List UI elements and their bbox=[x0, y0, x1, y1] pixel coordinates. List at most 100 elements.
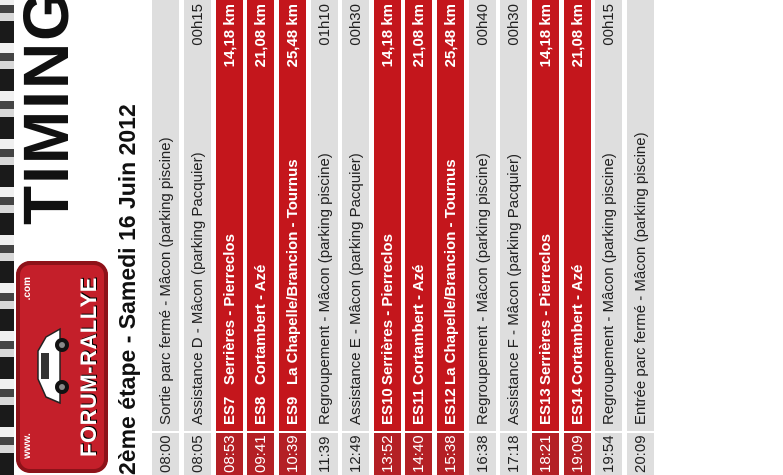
stage-code: ES11 bbox=[410, 389, 428, 425]
row-desc-text: La Chapelle/Brancion - Tournus bbox=[442, 159, 460, 385]
row-band: Assistance E - Mâcon (parking Pacquier) 0… bbox=[342, 0, 370, 431]
special-stage-row: 08:53 ES7 Serrières - Pierreclos 14,18 km bbox=[213, 0, 245, 475]
row-desc-text: Regroupement - Mâcon (parking piscine) bbox=[473, 153, 491, 425]
timing-row: 19:54 Regroupement - Mâcon (parking pisci… bbox=[593, 0, 625, 475]
stage-distance: 25,48 km bbox=[283, 4, 301, 68]
stage-code: ES9 bbox=[283, 396, 301, 425]
row-duration: 00h15 bbox=[600, 4, 618, 46]
row-desc-text: La Chapelle/Brancion - Tournus bbox=[283, 159, 301, 385]
special-stage-row: 15:38 ES12 La Chapelle/Brancion - Tournus 2… bbox=[435, 0, 467, 475]
row-description: ES10 Serrières - Pierreclos bbox=[374, 234, 401, 425]
row-time: 20:09 bbox=[626, 433, 654, 475]
stage-code: ES8 bbox=[252, 396, 270, 425]
logo-com-text: .com bbox=[22, 277, 33, 301]
stage-distance: 14,18 km bbox=[537, 4, 554, 68]
row-band: Assistance F - Mâcon (parking Pacquier) 0… bbox=[500, 0, 528, 431]
row-description: Entrée parc fermé - Mâcon (parking pisci… bbox=[627, 132, 654, 425]
row-time: 08:05 bbox=[183, 433, 211, 475]
row-description: Regroupement - Mâcon (parking piscine) bbox=[595, 153, 622, 425]
timing-row: 08:00 Sortie parc fermé - Mâcon (parking … bbox=[150, 0, 182, 475]
row-description: Regroupement - Mâcon (parking piscine) bbox=[311, 153, 338, 425]
stage-code: ES7 bbox=[220, 396, 238, 425]
row-band: Regroupement - Mâcon (parking piscine) 00… bbox=[468, 0, 496, 431]
row-desc-text: Assistance F - Mâcon (parking Pacquier) bbox=[505, 154, 523, 425]
row-description: Sortie parc fermé - Mâcon (parking pisci… bbox=[152, 137, 179, 425]
row-desc-text: Sortie parc fermé - Mâcon (parking pisci… bbox=[157, 137, 175, 425]
row-time: 12:49 bbox=[342, 433, 370, 475]
row-desc-text: Cortambert - Azé bbox=[410, 264, 428, 385]
row-time: 15:38 bbox=[437, 433, 465, 475]
row-band: Regroupement - Mâcon (parking piscine) 00… bbox=[595, 0, 623, 431]
row-duration: 00h30 bbox=[347, 4, 365, 46]
row-band: Assistance D - Mâcon (parking Pacquier) 0… bbox=[183, 0, 211, 431]
row-time: 10:39 bbox=[278, 433, 306, 475]
row-band: ES7 Serrières - Pierreclos 14,18 km bbox=[215, 0, 243, 431]
forum-rallye-logo: www. .com FORUM-RALLYE bbox=[16, 261, 108, 473]
row-time: 08:53 bbox=[215, 433, 243, 475]
timing-row: 12:49 Assistance E - Mâcon (parking Pacqu… bbox=[340, 0, 372, 475]
row-description: Assistance E - Mâcon (parking Pacquier) bbox=[342, 153, 369, 425]
row-description: Regroupement - Mâcon (parking piscine) bbox=[469, 153, 496, 425]
row-description: ES12 La Chapelle/Brancion - Tournus bbox=[437, 159, 464, 425]
row-description: Assistance F - Mâcon (parking Pacquier) bbox=[500, 154, 527, 425]
timing-table: 08:00 Sortie parc fermé - Mâcon (parking … bbox=[150, 0, 656, 475]
row-time: 11:39 bbox=[310, 433, 338, 475]
special-stage-row: 09:41 ES8 Cortambert - Azé 21,08 km bbox=[245, 0, 277, 475]
stage-code: ES14 bbox=[568, 388, 586, 425]
row-band: Sortie parc fermé - Mâcon (parking pisci… bbox=[152, 0, 180, 431]
special-stage-row: 13:52 ES10 Serrières - Pierreclos 14,18 km bbox=[371, 0, 403, 475]
row-time: 16:38 bbox=[468, 433, 496, 475]
timing-row: 20:09 Entrée parc fermé - Mâcon (parking … bbox=[625, 0, 657, 475]
stage-distance: 25,48 km bbox=[442, 4, 460, 68]
row-description: ES13 Serrières - Pierreclos bbox=[532, 234, 559, 425]
special-stage-row: 10:39 ES9 La Chapelle/Brancion - Tournus 25… bbox=[277, 0, 309, 475]
row-description: ES14 Cortambert - Azé bbox=[564, 265, 591, 425]
special-stage-row: 18:21 ES13 Serrières - Pierreclos 14,18 km bbox=[530, 0, 562, 475]
row-band: ES11 Cortambert - Azé 21,08 km bbox=[405, 0, 433, 431]
row-time: 17:18 bbox=[500, 433, 528, 475]
timing-row: 17:18 Assistance F - Mâcon (parking Pacqu… bbox=[498, 0, 530, 475]
row-desc-text: Serrières - Pierreclos bbox=[220, 234, 238, 385]
row-desc-text: Regroupement - Mâcon (parking piscine) bbox=[315, 153, 333, 425]
stage-code: ES10 bbox=[378, 388, 396, 425]
row-band: ES8 Cortambert - Azé 21,08 km bbox=[247, 0, 275, 431]
row-band: ES14 Cortambert - Azé 21,08 km bbox=[563, 0, 591, 431]
logo-www-text: www. bbox=[22, 433, 33, 459]
row-duration: 00h30 bbox=[505, 4, 523, 46]
row-desc-text: Serrières - Pierreclos bbox=[537, 234, 554, 385]
row-time: 08:00 bbox=[152, 433, 180, 475]
stage-code: ES13 bbox=[537, 388, 554, 425]
row-band: Entrée parc fermé - Mâcon (parking pisci… bbox=[626, 0, 654, 431]
row-description: ES7 Serrières - Pierreclos bbox=[216, 234, 243, 425]
row-desc-text: Assistance D - Mâcon (parking Pacquier) bbox=[188, 152, 206, 425]
special-stage-row: 19:09 ES14 Cortambert - Azé 21,08 km bbox=[561, 0, 593, 475]
timing-row: 11:39 Regroupement - Mâcon (parking pisci… bbox=[308, 0, 340, 475]
row-band: ES12 La Chapelle/Brancion - Tournus 25,48 … bbox=[437, 0, 465, 431]
row-time: 19:09 bbox=[563, 433, 591, 475]
stage-subtitle: 2ème étape - Samedi 16 Juin 2012 bbox=[114, 104, 140, 475]
row-band: ES10 Serrières - Pierreclos 14,18 km bbox=[373, 0, 401, 431]
row-description: ES11 Cortambert - Azé bbox=[405, 265, 432, 425]
row-desc-text: Entrée parc fermé - Mâcon (parking pisci… bbox=[631, 132, 649, 425]
row-time: 19:54 bbox=[595, 433, 623, 475]
row-duration: 01h10 bbox=[315, 4, 333, 46]
row-band: Regroupement - Mâcon (parking piscine) 01… bbox=[310, 0, 338, 431]
row-band: ES13 Serrières - Pierreclos 14,18 km bbox=[532, 0, 559, 431]
row-description: Assistance D - Mâcon (parking Pacquier) bbox=[184, 152, 211, 425]
row-desc-text: Serrières - Pierreclos bbox=[378, 234, 396, 385]
page-title: TIMING bbox=[10, 0, 82, 225]
row-time: 18:21 bbox=[532, 433, 559, 475]
row-desc-text: Cortambert - Azé bbox=[568, 264, 586, 385]
row-description: ES9 La Chapelle/Brancion - Tournus bbox=[279, 159, 306, 425]
stage-distance: 14,18 km bbox=[220, 4, 238, 68]
row-time: 14:40 bbox=[405, 433, 433, 475]
row-desc-text: Cortambert - Azé bbox=[252, 264, 270, 385]
rally-car-icon bbox=[37, 327, 69, 405]
row-duration: 00h40 bbox=[473, 4, 491, 46]
timing-row: 16:38 Regroupement - Mâcon (parking pisci… bbox=[466, 0, 498, 475]
stage-code: ES12 bbox=[442, 388, 460, 425]
row-time: 13:52 bbox=[373, 433, 401, 475]
stage-distance: 14,18 km bbox=[378, 4, 396, 68]
row-desc-text: Assistance E - Mâcon (parking Pacquier) bbox=[347, 153, 365, 425]
